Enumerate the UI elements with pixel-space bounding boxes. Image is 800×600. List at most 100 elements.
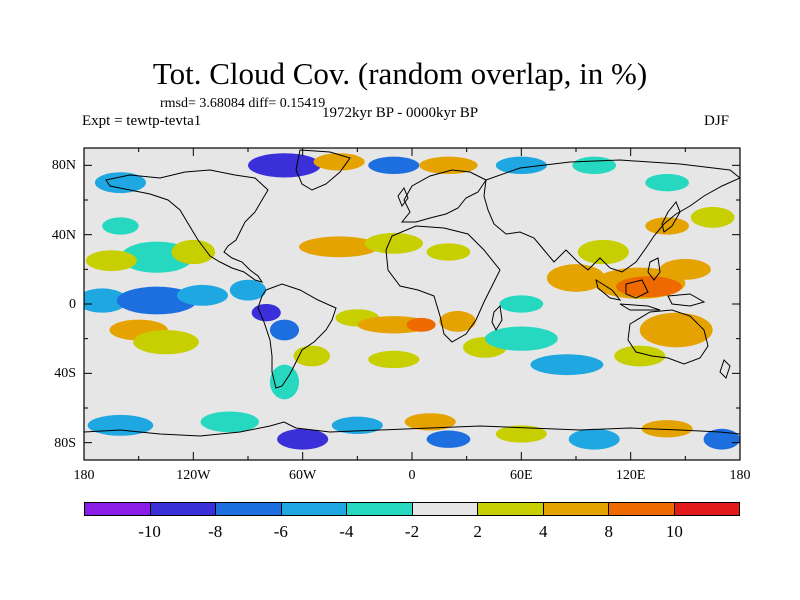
experiment-label: Expt = tewtp-tevta1: [82, 113, 202, 129]
anomaly-region-20: [439, 310, 476, 332]
anomaly-region-37: [368, 156, 420, 174]
x-tick-label: 0: [408, 468, 416, 483]
coastline-antarctica: [84, 421, 740, 437]
colorbar-box-5: [412, 503, 478, 515]
coastline-indonesia-java: [619, 303, 661, 311]
anomaly-region-26: [546, 264, 606, 292]
anomaly-region-33: [645, 217, 689, 235]
anomaly-region-40: [572, 156, 617, 174]
anomaly-region-2: [176, 284, 228, 306]
anomaly-region-10: [251, 304, 281, 322]
anomaly-region-9: [229, 279, 267, 301]
anomaly-region-51: [641, 420, 693, 438]
anomaly-region-8: [102, 217, 139, 235]
colorbar-box-8: [609, 503, 675, 515]
colorbar-box-0: [85, 503, 151, 515]
colorbar-label: -10: [138, 522, 161, 541]
anomaly-region-11: [269, 319, 300, 341]
coastline-indonesia-sumatra: [595, 278, 622, 301]
anomaly-region-7: [85, 250, 137, 272]
x-tick-label: 60E: [510, 468, 533, 483]
anomaly-region-16: [426, 243, 471, 261]
colorbar-label: 2: [473, 522, 482, 541]
anomaly-region-48: [426, 430, 471, 448]
period-label: 1972kyr BP - 0000kyr BP: [322, 105, 479, 121]
anomaly-region-42: [645, 174, 689, 192]
coastline-australia: [627, 309, 709, 365]
colorbar-label: 8: [604, 522, 614, 541]
x-tick-label: 180: [729, 468, 751, 483]
colorbar-box-1: [150, 503, 216, 515]
anomaly-region-34: [690, 206, 735, 228]
anomaly-region-25: [499, 295, 544, 313]
colorbar-box-3: [281, 503, 347, 515]
anomaly-region-41: [94, 172, 146, 194]
anomaly-region-45: [277, 428, 329, 450]
anomaly-region-1: [116, 286, 197, 315]
coastline-africa: [385, 225, 501, 343]
anomaly-region-44: [200, 411, 259, 433]
coastlines: [84, 149, 740, 437]
anomaly-region-6: [171, 239, 216, 265]
anomaly-region-21: [368, 350, 420, 369]
chart-title: Tot. Cloud Cov. (random overlap, in %): [152, 56, 648, 91]
anomaly-region-4: [133, 330, 199, 355]
anomaly-region-29: [659, 258, 711, 280]
x-tick-label: 180: [73, 468, 95, 483]
coastline-north-america: [105, 169, 269, 283]
colorbar-label: 4: [538, 522, 548, 541]
season-label: DJF: [704, 113, 730, 129]
anomaly-region-28: [616, 276, 682, 298]
colorbar-label: -4: [339, 522, 354, 541]
colorbar-box-6: [478, 503, 544, 515]
coastline-new-zealand: [719, 359, 731, 379]
anomaly-region-52: [703, 428, 740, 450]
coastline-japan: [661, 201, 681, 233]
x-tick-label: 120E: [615, 468, 646, 483]
anomaly-region-38: [419, 156, 478, 174]
coastline-new-guinea: [667, 293, 706, 307]
coastline-uk: [397, 186, 409, 208]
stats-label: rmsd= 3.68084 diff= 0.15419: [160, 96, 326, 111]
colorbar-box-7: [543, 503, 609, 515]
y-tick-label: 80S: [54, 435, 76, 451]
anomaly-region-49: [495, 425, 547, 443]
colorbar-label: -6: [273, 522, 288, 541]
colorbar-box-2: [216, 503, 282, 515]
y-tick-label: 0: [69, 297, 76, 312]
anomaly-region-31: [614, 345, 666, 367]
colorbar-box-9: [674, 503, 739, 515]
anomaly-region-50: [568, 428, 620, 450]
y-tick-label: 40N: [51, 227, 76, 243]
colorbar: [84, 502, 740, 516]
colorbar-label: -8: [208, 522, 223, 541]
x-tick-label: 60W: [289, 468, 317, 483]
coastline-asia: [483, 159, 740, 273]
y-tick-label: 40S: [54, 366, 76, 382]
anomaly-region-39: [495, 156, 547, 174]
axis-ticks: [83, 148, 741, 460]
y-tick-label: 80N: [51, 158, 76, 174]
anomaly-region-46: [331, 416, 383, 435]
anomaly-region-47: [404, 413, 456, 431]
anomaly-region-24: [530, 354, 604, 376]
anomaly-region-30: [639, 312, 713, 348]
anomaly-region-35: [248, 153, 321, 178]
anomaly-region-15: [364, 232, 423, 254]
colorbar-label: -2: [404, 522, 420, 541]
anomaly-region-13: [293, 345, 330, 367]
anomaly-region-23: [484, 326, 558, 351]
x-tick-label: 120W: [176, 468, 211, 483]
coastline-philippines: [647, 257, 661, 281]
anomaly-region-32: [577, 239, 629, 265]
anomaly-region-19: [406, 317, 436, 332]
anomaly-region-36: [313, 153, 365, 171]
colorbar-label: 10: [665, 522, 683, 541]
anomaly-region-14: [299, 236, 380, 258]
coastline-south-america: [257, 283, 337, 389]
coastline-greenland: [295, 149, 351, 191]
coastline-madagascar: [491, 304, 503, 332]
colorbar-box-4: [347, 503, 413, 515]
coastline-indonesia-borneo: [625, 279, 649, 299]
